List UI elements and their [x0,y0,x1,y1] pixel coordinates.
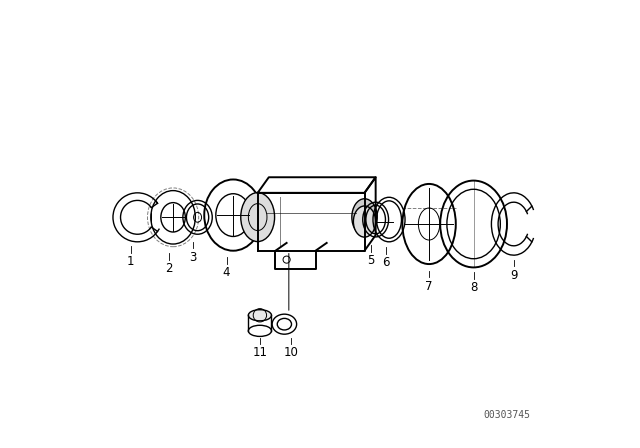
Text: 3: 3 [189,251,196,264]
Ellipse shape [241,193,275,241]
Text: 6: 6 [382,256,390,269]
Text: 1: 1 [127,255,134,268]
Ellipse shape [248,310,271,321]
Text: 8: 8 [470,281,477,294]
Text: 4: 4 [223,266,230,279]
Text: 11: 11 [252,346,268,359]
Ellipse shape [352,199,377,236]
Ellipse shape [353,206,376,237]
Text: 2: 2 [165,262,172,275]
Text: 00303745: 00303745 [483,410,531,420]
Text: 10: 10 [284,346,298,359]
Text: 9: 9 [510,268,517,281]
Text: 7: 7 [426,280,433,293]
Text: 5: 5 [367,254,375,267]
